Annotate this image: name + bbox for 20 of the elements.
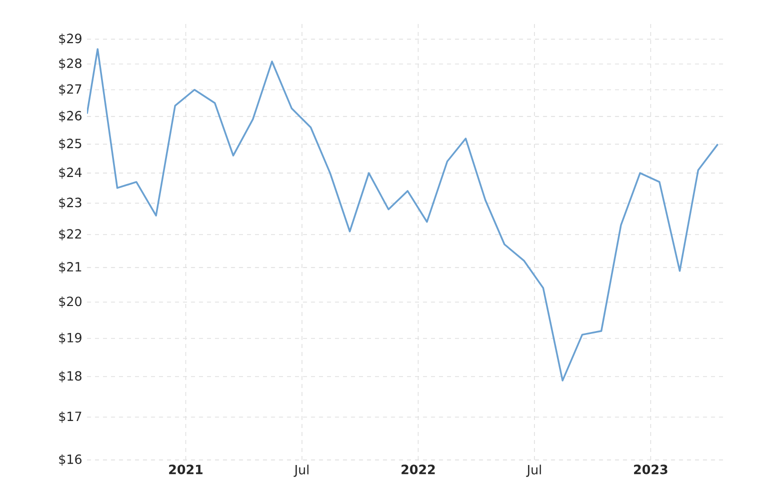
y-tick-label: $26: [59, 110, 82, 122]
y-tick-label: $29: [59, 33, 82, 45]
y-tick-label: $19: [59, 332, 82, 344]
x-tick-label: Jul: [294, 464, 308, 477]
line-series: [87, 48, 719, 382]
y-tick-label: $24: [59, 167, 82, 179]
y-tick-label: $27: [59, 84, 82, 96]
x-tick-label: 2022: [402, 464, 435, 474]
y-tick-label: $22: [59, 228, 82, 240]
y-tick-label: $17: [59, 411, 82, 423]
x-tick-label: 2021: [169, 464, 203, 474]
y-tick-label: $16: [59, 454, 82, 466]
x-tick-label: Jul: [526, 464, 541, 477]
y-tick-label: $20: [59, 296, 82, 308]
y-tick-label: $23: [59, 197, 82, 209]
y-tick-label: $28: [59, 58, 82, 70]
y-tick-label: $18: [59, 370, 82, 382]
x-tick-label: 2023: [634, 464, 668, 474]
y-tick-label: $21: [59, 262, 82, 274]
y-tick-label: $25: [59, 138, 82, 150]
